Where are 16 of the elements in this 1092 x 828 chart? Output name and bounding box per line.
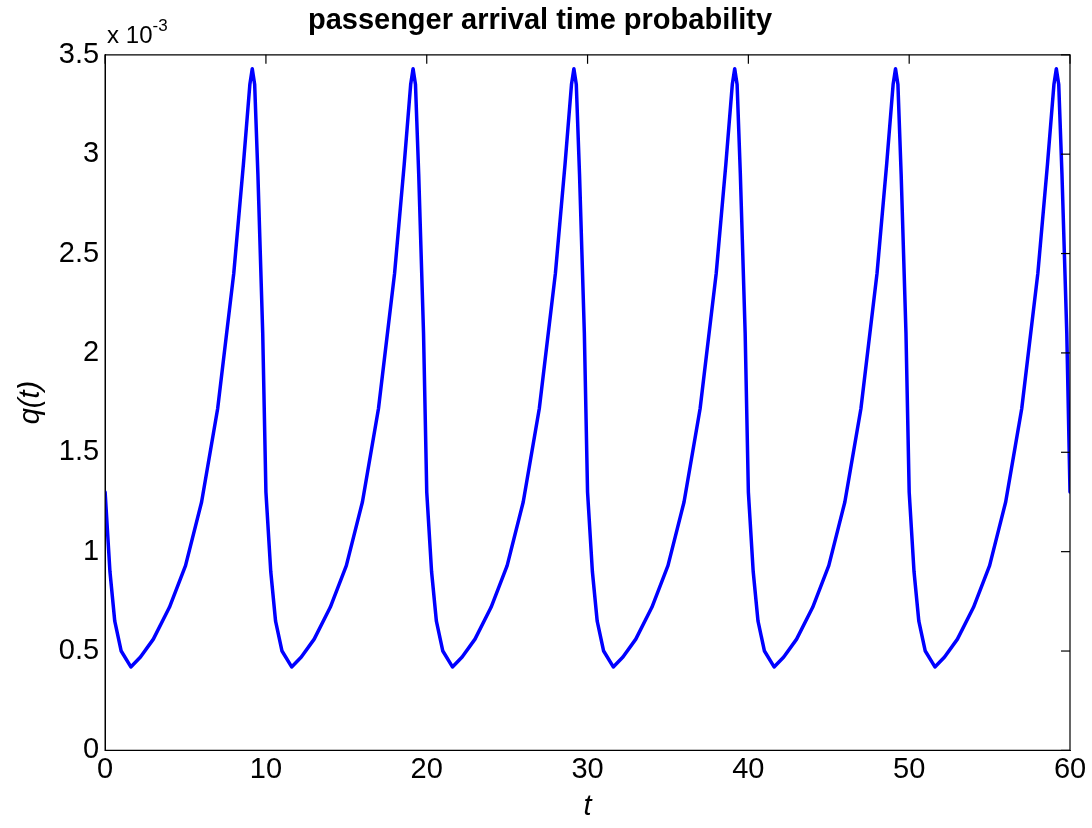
x-tick-label: 30 bbox=[571, 751, 604, 784]
y-tick-label: 0.5 bbox=[58, 633, 100, 666]
y-tick-label: 3 bbox=[82, 136, 100, 169]
y-tick-label: 3.5 bbox=[58, 36, 100, 69]
x-tick-label: 60 bbox=[1053, 751, 1087, 784]
y-tick-label: 1 bbox=[82, 533, 100, 566]
x-tick-label: 40 bbox=[732, 751, 765, 784]
y-tick-label: 2 bbox=[82, 334, 100, 367]
x-tick-label: 10 bbox=[249, 751, 283, 784]
x-tick-label: 50 bbox=[893, 751, 926, 784]
chart-title: passenger arrival time probability bbox=[307, 3, 773, 36]
x-axis-title: t bbox=[583, 788, 594, 821]
y-tick-label: 2.5 bbox=[58, 235, 100, 268]
y-axis-title: q(t) bbox=[13, 380, 46, 425]
y-tick-label: 1.5 bbox=[58, 434, 100, 467]
x-tick-label: 20 bbox=[410, 751, 443, 784]
